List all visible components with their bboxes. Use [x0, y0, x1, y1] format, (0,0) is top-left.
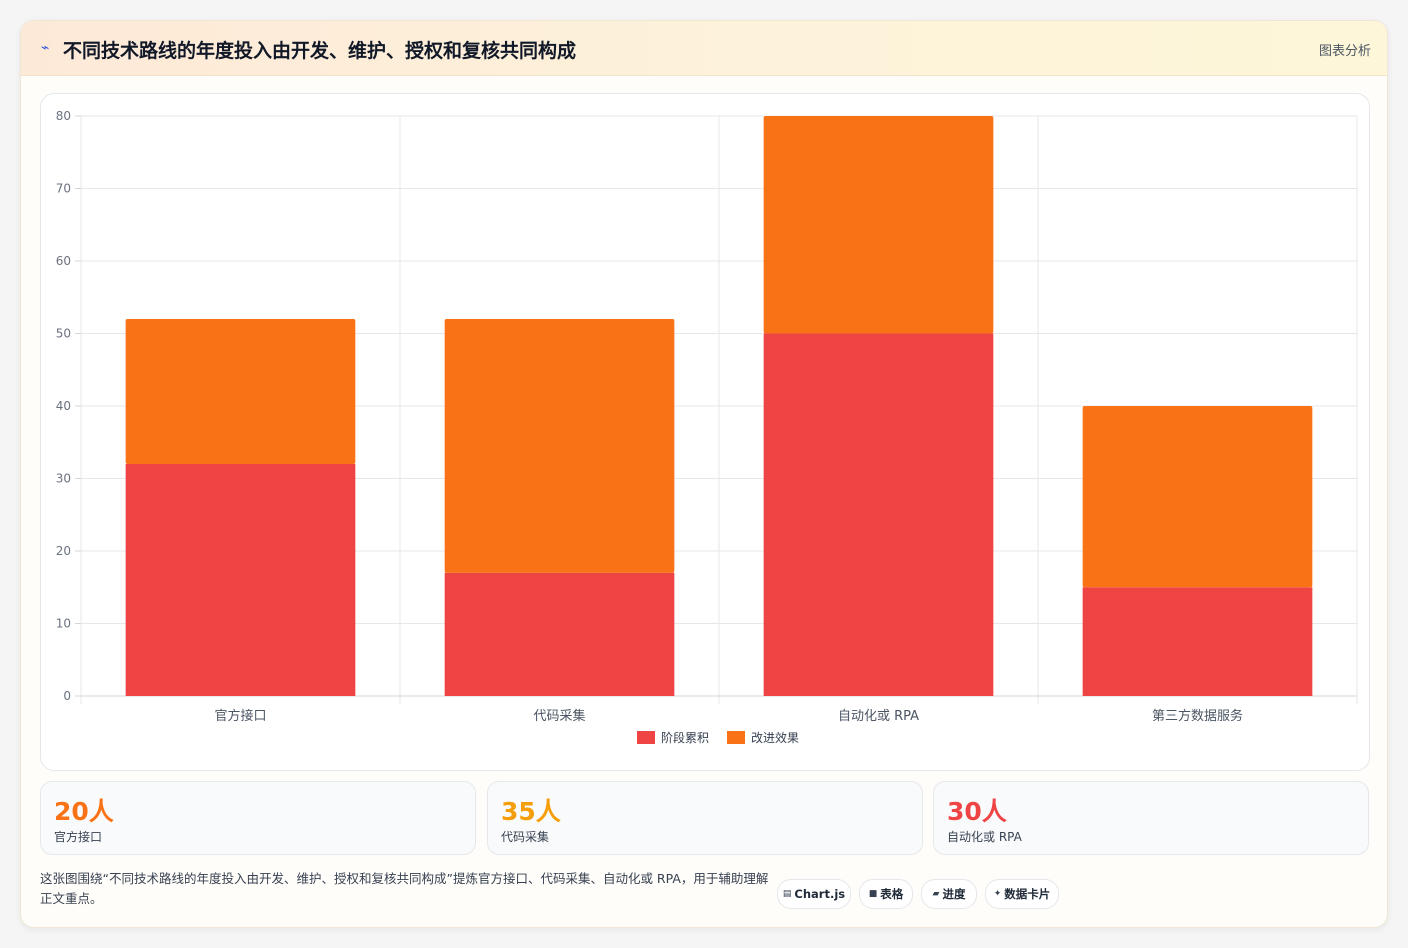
- chip-data-card[interactable]: ✦ 数据卡片: [985, 879, 1059, 909]
- chip-label: 表格: [880, 887, 904, 901]
- stat-card-2: 35人 代码采集: [487, 781, 923, 855]
- x-tick-label: 自动化或 RPA: [838, 709, 919, 724]
- bar-2: [1082, 406, 1313, 588]
- chip-progress[interactable]: ▰ 进度: [921, 879, 977, 909]
- stat-value-3: 30人: [947, 797, 1007, 826]
- chart-card: ⌁ 不同技术路线的年度投入由开发、维护、授权和复核共同构成 图表分析 0 10 20…: [20, 20, 1388, 928]
- x-tick-label: 官方接口: [214, 708, 266, 724]
- stat-label-1: 官方接口: [54, 830, 103, 844]
- chart-panel: 0 10 20 30 40 50 60 70 80 官方接口 代码采集 自动化或 RPA 第三方数据服务…: [40, 93, 1370, 771]
- bar-2: [763, 116, 994, 334]
- y-tick-label: 20: [56, 544, 71, 558]
- y-tick-label: 10: [56, 617, 71, 631]
- chart-spark-icon: ⌁: [41, 40, 50, 56]
- legend-swatch: [637, 731, 655, 744]
- chip-label: 数据卡片: [1004, 887, 1051, 901]
- legend-label: 阶段累积: [661, 730, 709, 745]
- chart-title: 不同技术路线的年度投入由开发、维护、授权和复核共同构成: [63, 40, 577, 62]
- y-tick-label: 50: [56, 327, 71, 341]
- x-tick-label: 代码采集: [533, 708, 585, 724]
- stat-card-1: 20人 官方接口: [40, 781, 476, 855]
- legend-swatch: [727, 731, 745, 744]
- bar-2: [444, 319, 675, 573]
- chart-description: 这张图围绕“不同技术路线的年度投入由开发、维护、授权和复核共同构成”提炼官方接口…: [40, 871, 769, 906]
- chip-label: Chart.js: [794, 887, 846, 901]
- y-tick-label: 60: [56, 254, 71, 268]
- chip-chartjs[interactable]: ▤ Chart.js: [777, 879, 851, 909]
- bar-1: [444, 572, 675, 696]
- stat-value-2: 35人: [501, 797, 561, 826]
- table-icon: ■: [868, 889, 878, 899]
- y-tick-label: 70: [56, 182, 71, 196]
- card-header: ⌁ 不同技术路线的年度投入由开发、维护、授权和复核共同构成 图表分析: [21, 21, 1387, 76]
- chip-label: 进度: [942, 887, 966, 901]
- bar-2: [125, 319, 356, 464]
- stat-label-2: 代码采集: [501, 830, 550, 844]
- y-tick-label: 30: [56, 472, 71, 486]
- header-tag: 图表分析: [1318, 44, 1371, 59]
- chip-table[interactable]: ■ 表格: [859, 879, 913, 909]
- stacked-bar-chart: 0 10 20 30 40 50 60 70 80 官方接口 代码采集 自动化或 RPA 第三方数据服务…: [56, 109, 1358, 745]
- y-tick-label: 0: [63, 689, 71, 703]
- stat-value-1: 20人: [54, 797, 114, 826]
- x-tick-label: 第三方数据服务: [1152, 708, 1243, 724]
- stat-card-3: 30人 自动化或 RPA: [933, 781, 1369, 855]
- stat-label-3: 自动化或 RPA: [947, 830, 1022, 844]
- bar-1: [763, 333, 994, 696]
- bar-1: [1082, 587, 1313, 696]
- legend-label: 改进效果: [751, 730, 799, 745]
- y-tick-label: 40: [56, 399, 71, 413]
- y-tick-label: 80: [56, 109, 71, 123]
- card-icon: ✦: [993, 889, 1002, 899]
- chart-icon: ▤: [782, 889, 792, 899]
- bar-1: [125, 464, 356, 696]
- progress-icon: ▰: [932, 889, 940, 899]
